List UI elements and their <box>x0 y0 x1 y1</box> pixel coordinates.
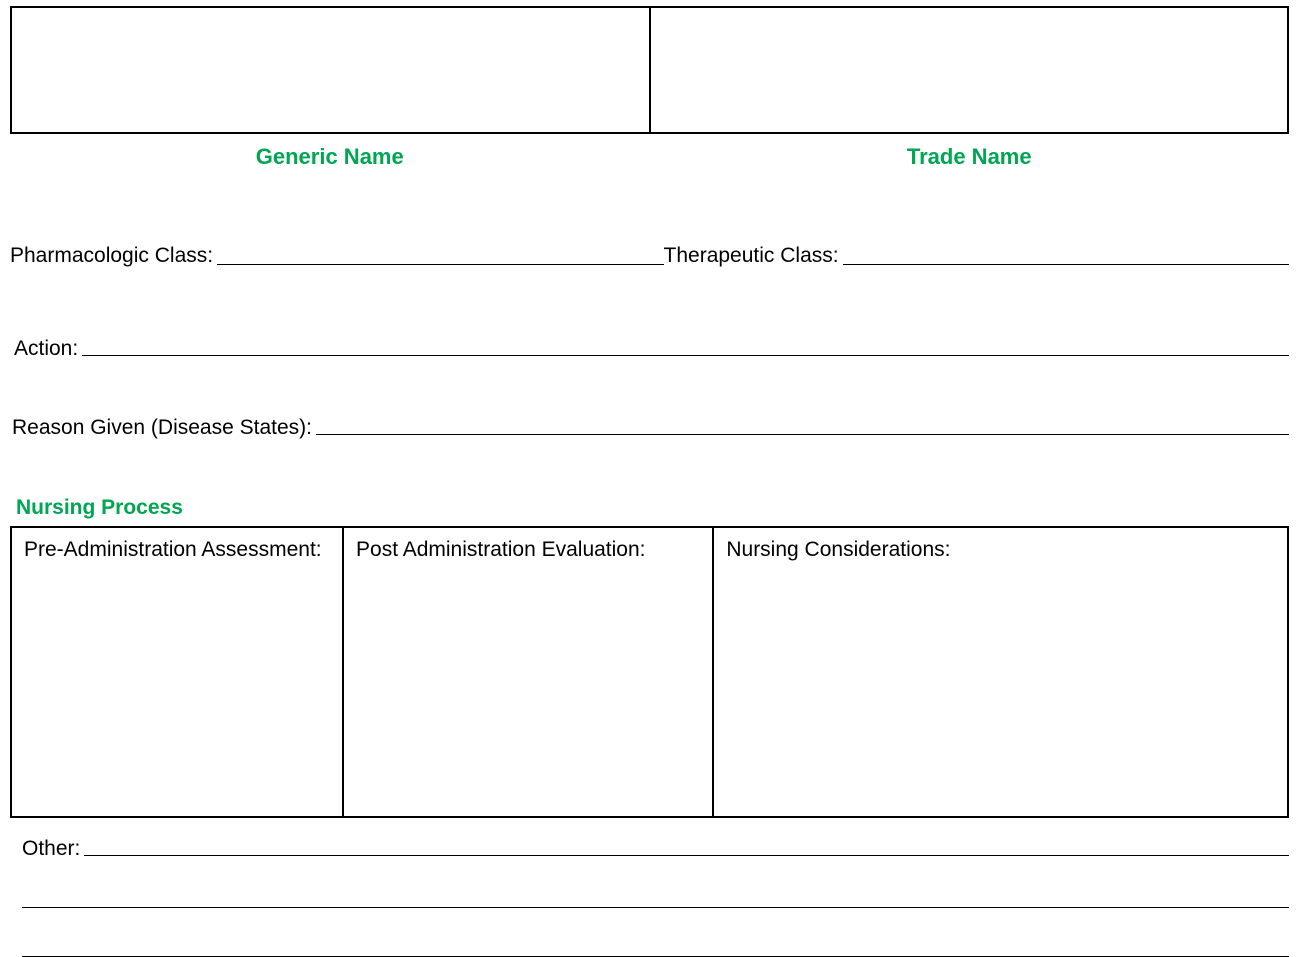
nursing-process-title: Nursing Process <box>16 496 1289 520</box>
other-input-line-2[interactable] <box>22 907 1289 908</box>
nursing-considerations-cell[interactable]: Nursing Considerations: <box>713 527 1288 817</box>
reason-given-input[interactable] <box>316 434 1289 435</box>
other-label: Other: <box>22 838 84 859</box>
pharmacologic-class-input[interactable] <box>217 264 663 265</box>
nursing-process-table: Pre-Administration Assessment: Post Admi… <box>10 526 1289 818</box>
other-row-1: Other: <box>22 838 1289 859</box>
therapeutic-class-label: Therapeutic Class: <box>664 244 843 268</box>
drug-card-form: Generic Name Trade Name Pharmacologic Cl… <box>0 0 1299 901</box>
action-row: Action: <box>10 338 1289 359</box>
trade-name-box[interactable] <box>650 7 1289 133</box>
name-headers-row: Generic Name Trade Name <box>10 144 1289 170</box>
generic-name-box[interactable] <box>11 7 650 133</box>
name-boxes-table <box>10 6 1289 134</box>
post-administration-label: Post Administration Evaluation: <box>356 538 646 561</box>
trade-name-header: Trade Name <box>650 144 1290 170</box>
nursing-considerations-label: Nursing Considerations: <box>726 538 950 561</box>
reason-given-label: Reason Given (Disease States): <box>12 417 316 438</box>
pre-administration-cell[interactable]: Pre-Administration Assessment: <box>11 527 343 817</box>
other-section: Other: <box>10 838 1289 957</box>
action-input[interactable] <box>82 355 1289 356</box>
reason-row: Reason Given (Disease States): <box>10 417 1289 438</box>
pharm-ther-row: Pharmacologic Class: Therapeutic Class: <box>10 244 1289 268</box>
action-label: Action: <box>14 338 82 359</box>
generic-name-header: Generic Name <box>10 144 650 170</box>
pharmacologic-class-label: Pharmacologic Class: <box>10 244 217 268</box>
therapeutic-class-input[interactable] <box>843 264 1289 265</box>
other-input-line-1[interactable] <box>84 855 1289 856</box>
post-administration-cell[interactable]: Post Administration Evaluation: <box>343 527 713 817</box>
pre-administration-label: Pre-Administration Assessment: <box>24 538 322 561</box>
